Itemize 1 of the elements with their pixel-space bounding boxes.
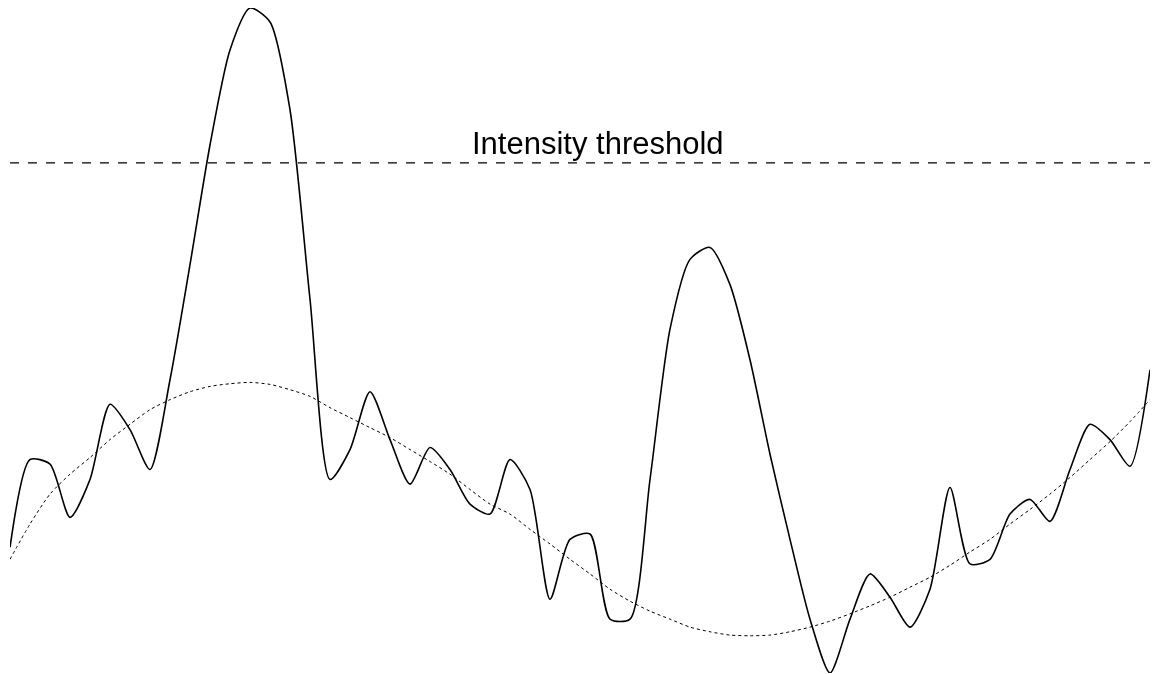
ref-line-label: Intensity threshold xyxy=(472,126,724,161)
